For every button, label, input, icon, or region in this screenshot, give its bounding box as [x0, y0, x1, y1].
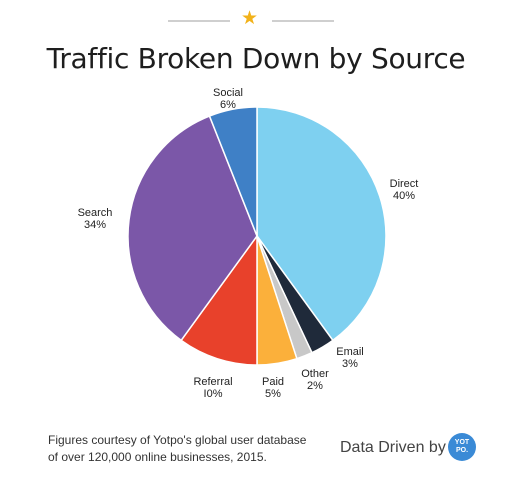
footer-note-line-1: Figures courtesy of Yotpo's global user … [48, 433, 307, 447]
slice-value-other: 2% [307, 380, 323, 392]
pie-slice-direct [256, 106, 387, 342]
slice-label-search: Search [78, 207, 113, 219]
footer-note-line-2: of over 120,000 online businesses, 2015. [48, 450, 267, 464]
slice-label-other: Other [301, 368, 329, 380]
slice-value-paid: 5% [265, 388, 281, 400]
pie-slice-social [208, 106, 258, 237]
slice-label-email: Email [336, 346, 364, 358]
pie-slice-search [127, 115, 258, 342]
chart-title: Traffic Broken Down by Source [46, 42, 466, 75]
yotpo-logo: YOT PO. [448, 433, 476, 461]
header-divider-left [168, 20, 230, 22]
slice-value-referral: I0% [204, 388, 223, 400]
brand-text: Data Driven by [340, 439, 446, 456]
pie-slice-referral [180, 233, 258, 366]
header-divider-right [272, 20, 334, 22]
logo-line-2: PO. [455, 447, 469, 454]
slice-label-paid: Paid [262, 376, 284, 388]
star-icon: ★ [241, 8, 259, 29]
footer-note: Figures courtesy of Yotpo's global user … [48, 432, 348, 466]
slice-value-search: 34% [84, 219, 106, 231]
slice-value-direct: 40% [393, 190, 415, 202]
slice-value-social: 6% [220, 99, 236, 111]
slice-label-referral: Referral [193, 376, 232, 388]
slice-label-direct: Direct [390, 178, 419, 190]
slice-value-email: 3% [342, 358, 358, 370]
logo-line-1: YOT [454, 439, 470, 446]
slice-label-social: Social [213, 87, 243, 99]
